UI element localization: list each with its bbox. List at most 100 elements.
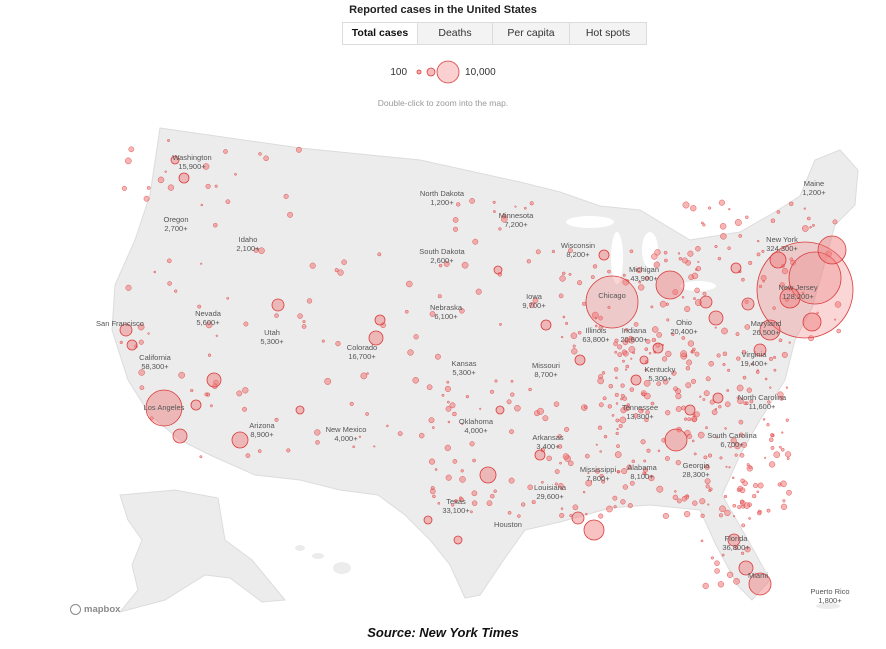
county-dot[interactable] xyxy=(595,468,601,474)
county-dot[interactable] xyxy=(494,379,498,383)
case-bubble[interactable] xyxy=(699,295,713,309)
county-dot[interactable] xyxy=(443,260,450,267)
county-dot[interactable] xyxy=(758,284,763,288)
county-dot[interactable] xyxy=(691,378,697,384)
county-dot[interactable] xyxy=(147,332,150,335)
county-dot[interactable] xyxy=(724,427,727,430)
county-dot[interactable] xyxy=(686,433,693,440)
county-dot[interactable] xyxy=(597,425,603,430)
county-dot[interactable] xyxy=(672,289,679,295)
county-dot[interactable] xyxy=(599,450,602,453)
county-dot[interactable] xyxy=(572,344,576,348)
county-dot[interactable] xyxy=(693,452,697,456)
county-dot[interactable] xyxy=(429,311,436,317)
county-dot[interactable] xyxy=(757,482,764,489)
county-dot[interactable] xyxy=(302,320,306,324)
county-dot[interactable] xyxy=(727,246,731,250)
county-dot[interactable] xyxy=(701,221,704,225)
county-dot[interactable] xyxy=(717,581,725,588)
county-dot[interactable] xyxy=(197,304,202,309)
county-dot[interactable] xyxy=(734,219,742,226)
county-dot[interactable] xyxy=(770,218,776,223)
county-dot[interactable] xyxy=(710,556,714,560)
county-dot[interactable] xyxy=(672,494,679,501)
county-dot[interactable] xyxy=(498,227,502,231)
case-bubble[interactable] xyxy=(779,287,801,309)
county-dot[interactable] xyxy=(608,384,613,389)
county-dot[interactable] xyxy=(297,313,303,319)
county-dot[interactable] xyxy=(360,372,368,380)
case-bubble[interactable] xyxy=(741,297,755,311)
county-dot[interactable] xyxy=(366,372,369,375)
county-dot[interactable] xyxy=(697,260,700,263)
county-dot[interactable] xyxy=(564,426,570,432)
case-bubble[interactable] xyxy=(727,533,741,547)
county-dot[interactable] xyxy=(568,272,572,276)
county-dot[interactable] xyxy=(704,464,710,470)
county-dot[interactable] xyxy=(725,465,728,468)
county-dot[interactable] xyxy=(446,380,450,384)
county-dot[interactable] xyxy=(614,338,619,343)
county-dot[interactable] xyxy=(742,375,747,380)
county-dot[interactable] xyxy=(762,279,766,283)
case-bubble[interactable] xyxy=(655,270,685,300)
county-dot[interactable] xyxy=(675,393,682,400)
county-dot[interactable] xyxy=(702,291,707,296)
county-dot[interactable] xyxy=(651,253,658,260)
county-dot[interactable] xyxy=(612,495,618,501)
case-bubble[interactable] xyxy=(119,323,133,337)
county-dot[interactable] xyxy=(570,332,578,339)
county-dot[interactable] xyxy=(757,239,760,243)
county-dot[interactable] xyxy=(744,546,751,553)
county-dot[interactable] xyxy=(644,347,649,352)
county-dot[interactable] xyxy=(743,401,747,405)
county-dot[interactable] xyxy=(559,275,566,282)
case-bubble[interactable] xyxy=(170,155,180,165)
county-dot[interactable] xyxy=(730,437,737,444)
county-dot[interactable] xyxy=(295,146,302,153)
county-dot[interactable] xyxy=(782,499,786,503)
county-dot[interactable] xyxy=(742,480,748,486)
county-dot[interactable] xyxy=(603,434,608,439)
county-dot[interactable] xyxy=(681,336,686,340)
county-dot[interactable] xyxy=(737,397,744,404)
county-dot[interactable] xyxy=(620,383,625,388)
county-dot[interactable] xyxy=(128,146,135,153)
county-dot[interactable] xyxy=(214,184,218,188)
county-dot[interactable] xyxy=(614,367,619,372)
county-dot[interactable] xyxy=(719,456,723,460)
county-dot[interactable] xyxy=(761,249,765,253)
county-dot[interactable] xyxy=(705,484,710,489)
county-dot[interactable] xyxy=(802,225,809,232)
county-dot[interactable] xyxy=(119,340,123,344)
county-dot[interactable] xyxy=(441,393,445,397)
county-dot[interactable] xyxy=(121,185,127,191)
county-dot[interactable] xyxy=(786,457,790,460)
county-dot[interactable] xyxy=(709,487,713,491)
county-dot[interactable] xyxy=(732,476,735,479)
county-dot[interactable] xyxy=(444,444,451,452)
county-dot[interactable] xyxy=(786,489,792,496)
county-dot[interactable] xyxy=(601,479,606,484)
county-dot[interactable] xyxy=(705,426,708,430)
county-dot[interactable] xyxy=(780,480,787,487)
county-dot[interactable] xyxy=(404,309,409,314)
county-dot[interactable] xyxy=(770,445,775,450)
county-dot[interactable] xyxy=(437,501,441,505)
county-dot[interactable] xyxy=(352,445,356,449)
county-dot[interactable] xyxy=(568,248,573,254)
county-dot[interactable] xyxy=(766,423,770,427)
county-dot[interactable] xyxy=(625,364,630,369)
case-bubble[interactable] xyxy=(493,265,503,275)
county-dot[interactable] xyxy=(386,424,389,428)
county-dot[interactable] xyxy=(718,199,725,206)
county-dot[interactable] xyxy=(559,513,565,519)
county-dot[interactable] xyxy=(694,411,700,418)
county-dot[interactable] xyxy=(681,296,685,299)
case-bubble[interactable] xyxy=(598,249,610,261)
county-dot[interactable] xyxy=(492,200,496,204)
county-dot[interactable] xyxy=(445,474,452,481)
county-dot[interactable] xyxy=(315,440,320,445)
mapbox-credit[interactable]: mapbox xyxy=(70,604,120,615)
county-dot[interactable] xyxy=(622,273,626,277)
